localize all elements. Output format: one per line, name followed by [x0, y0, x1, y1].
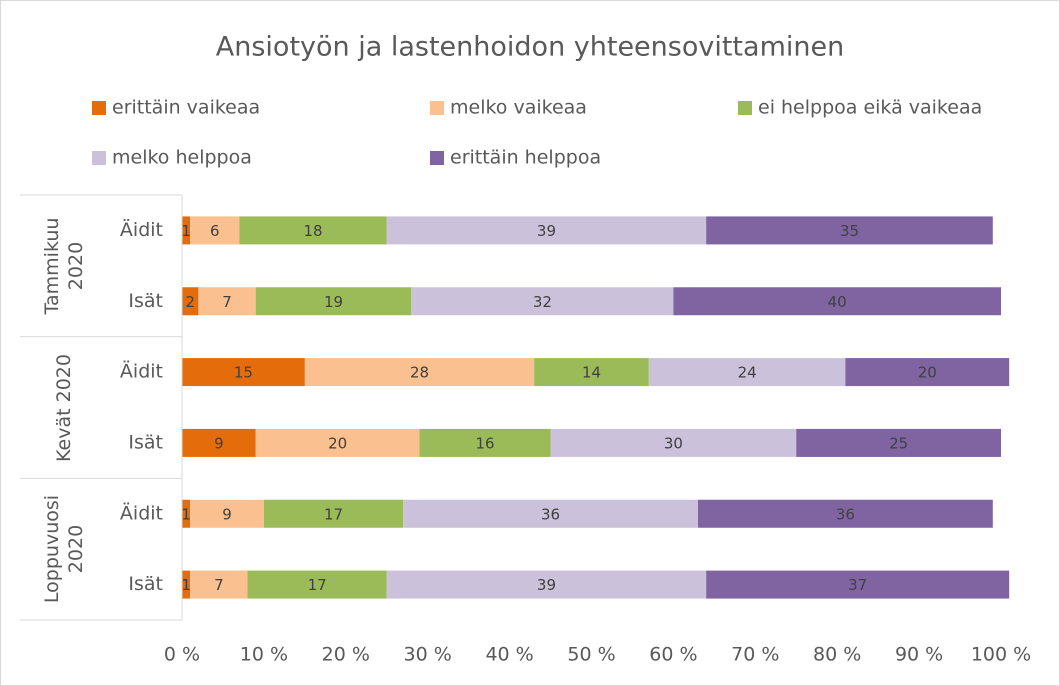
- x-tick-label: 90 %: [895, 644, 943, 666]
- bar-segment: [697, 499, 993, 528]
- data-label: 30: [664, 434, 683, 452]
- bar-segment: [263, 499, 404, 528]
- bar-segment: [403, 499, 698, 528]
- x-tick-label: 50 %: [567, 644, 615, 666]
- data-label: 7: [214, 576, 224, 594]
- y-tick-label: Äidit: [120, 360, 163, 383]
- data-label: 20: [918, 364, 937, 382]
- bar-segment: [182, 499, 191, 528]
- bar-segment: [419, 428, 551, 457]
- bar-segment: [182, 570, 191, 599]
- x-tick-label: 60 %: [649, 644, 697, 666]
- legend-swatch: [430, 101, 444, 115]
- data-label: 18: [303, 222, 322, 240]
- data-label: 1: [181, 222, 191, 240]
- data-label: 19: [324, 293, 343, 311]
- x-tick-label: 80 %: [813, 644, 861, 666]
- data-label: 16: [475, 434, 494, 452]
- data-label: 1: [181, 505, 191, 523]
- bar-segment: [182, 428, 256, 457]
- legend-label: erittäin vaikeaa: [112, 97, 260, 119]
- bar-segment: [706, 216, 993, 245]
- bar-segment: [247, 570, 387, 599]
- legend-label: erittäin helppoa: [450, 147, 601, 169]
- bar-segment: [411, 287, 674, 316]
- legend-swatch: [92, 151, 106, 165]
- bar-segment: [386, 216, 707, 245]
- x-tick-label: 40 %: [485, 644, 533, 666]
- data-label: 35: [840, 222, 859, 240]
- group-label: Tammikuu 2020: [41, 217, 87, 315]
- data-label: 14: [582, 364, 601, 382]
- y-tick-label: Äidit: [120, 501, 163, 524]
- group-label: Kevät 2020: [53, 353, 75, 462]
- legend-swatch: [430, 151, 444, 165]
- bar-segment: [182, 358, 305, 387]
- legend-label: melko helppoa: [112, 147, 252, 169]
- bar-segment: [255, 287, 412, 316]
- data-label: 37: [848, 576, 867, 594]
- bar-segment: [190, 216, 240, 245]
- x-tick-label: 10 %: [240, 644, 288, 666]
- data-label: 36: [541, 505, 560, 523]
- data-label: 28: [410, 364, 429, 382]
- data-label: 17: [308, 576, 327, 594]
- bar-segment: [182, 287, 199, 316]
- data-label: 17: [324, 505, 343, 523]
- chart-title: Ansiotyön ja lastenhoidon yhteensovittam…: [216, 32, 844, 63]
- bar-segment: [534, 358, 649, 387]
- data-label: 6: [210, 222, 220, 240]
- bar-segment: [239, 216, 387, 245]
- bar-segment: [673, 287, 1001, 316]
- data-label: 25: [889, 434, 908, 452]
- bar-segment: [648, 358, 846, 387]
- y-tick-label: Isät: [128, 431, 163, 453]
- bar-segment: [198, 287, 256, 316]
- data-label: 1: [181, 576, 191, 594]
- x-tick-label: 100 %: [971, 644, 1031, 666]
- data-label: 2: [185, 293, 195, 311]
- data-label: 39: [537, 576, 556, 594]
- data-label: 9: [214, 434, 224, 452]
- bar-segment: [706, 570, 1010, 599]
- data-label: 9: [222, 505, 232, 523]
- y-tick-label: Isät: [128, 573, 163, 595]
- x-tick-label: 30 %: [404, 644, 452, 666]
- bar-segment: [182, 216, 191, 245]
- data-label: 24: [738, 364, 757, 382]
- data-label: 39: [537, 222, 556, 240]
- y-tick-label: Isät: [128, 290, 163, 312]
- data-label: 40: [828, 293, 847, 311]
- data-label: 7: [222, 293, 232, 311]
- bar-segment: [845, 358, 1010, 387]
- legend-label: melko vaikeaa: [450, 97, 587, 119]
- x-tick-label: 20 %: [322, 644, 370, 666]
- bar-segment: [255, 428, 420, 457]
- y-tick-label: Äidit: [120, 218, 163, 241]
- bar-segment: [386, 570, 707, 599]
- bar-segment: [190, 570, 248, 599]
- bar-segment: [304, 358, 535, 387]
- x-tick-label: 70 %: [731, 644, 779, 666]
- x-tick-label: 0 %: [164, 644, 200, 666]
- bar-segment: [550, 428, 797, 457]
- bar-segment: [190, 499, 264, 528]
- group-label: Loppuvuosi 2020: [41, 495, 87, 604]
- bar-segment: [796, 428, 1001, 457]
- legend-swatch: [92, 101, 106, 115]
- data-label: 20: [328, 434, 347, 452]
- data-label: 32: [533, 293, 552, 311]
- legend-swatch: [738, 101, 752, 115]
- data-label: 36: [836, 505, 855, 523]
- legend-label: ei helppoa eikä vaikeaa: [758, 97, 982, 119]
- data-label: 15: [234, 364, 253, 382]
